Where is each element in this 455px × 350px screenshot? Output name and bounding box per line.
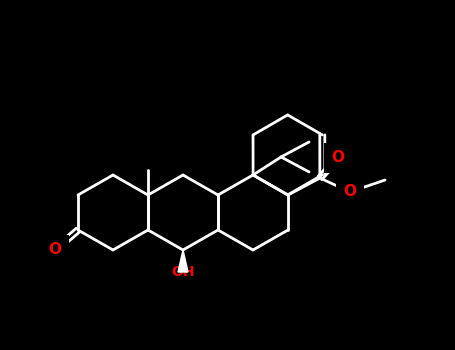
Text: OH: OH xyxy=(171,265,195,279)
Polygon shape xyxy=(178,250,188,272)
Text: O: O xyxy=(49,243,61,258)
Text: O: O xyxy=(344,184,357,200)
Text: O: O xyxy=(332,150,344,166)
